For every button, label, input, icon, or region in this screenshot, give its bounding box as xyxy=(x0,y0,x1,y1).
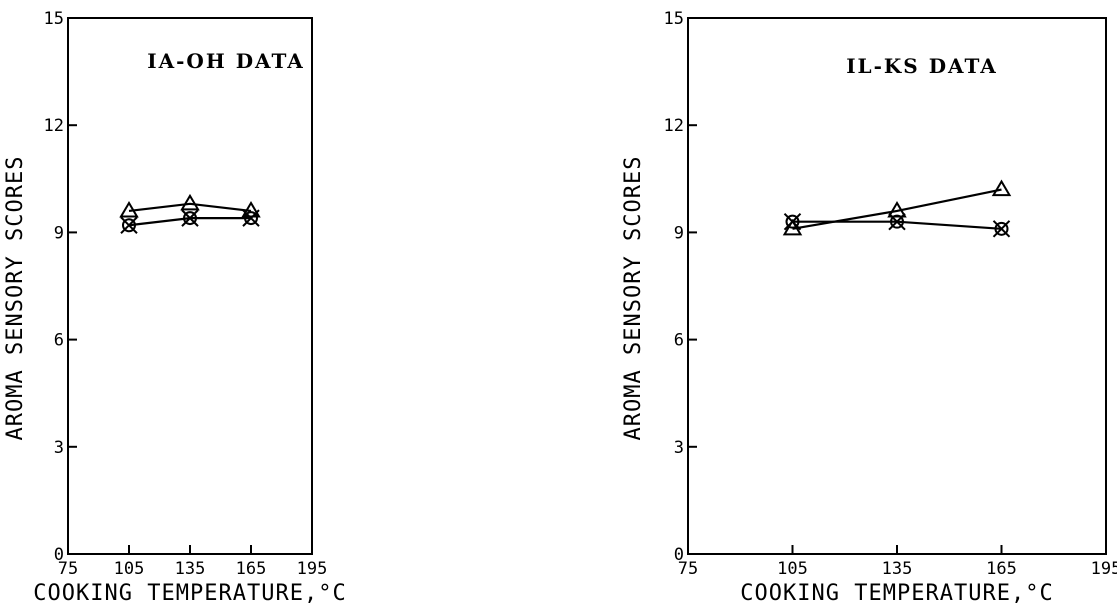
marker-cross-b xyxy=(120,216,138,234)
data-point-x-circle xyxy=(888,212,906,231)
chart-panel-il-ks: 0 3 6 9 12 15 75 105 135 165 195 COOKING TEMPERATUR… xyxy=(621,9,1117,606)
y-tick-label: 6 xyxy=(54,331,64,351)
y-axis-label: AROMA SENSORY SCORES xyxy=(3,156,28,441)
marker-cross-b xyxy=(242,209,260,227)
chart-title: IA-OH DATA xyxy=(147,49,305,73)
y-tick-label: 0 xyxy=(674,545,684,565)
x-tick-label: 195 xyxy=(297,559,328,579)
marker-circle xyxy=(785,214,800,229)
data-point-triangle xyxy=(241,200,261,218)
marker-circle xyxy=(244,211,258,226)
y-tick-label: 9 xyxy=(54,223,64,243)
x-tick-label: 105 xyxy=(777,559,808,579)
x-tick-label: 195 xyxy=(1091,559,1117,579)
marker-cross-b xyxy=(992,220,1011,238)
x-axis-label: COOKING TEMPERATURE,°C xyxy=(33,581,346,606)
data-point-x-circle xyxy=(992,220,1011,238)
y-tick-label: 15 xyxy=(664,9,684,29)
marker-circle xyxy=(183,211,197,226)
data-point-triangle xyxy=(991,179,1012,197)
marker-cross-b xyxy=(888,212,906,231)
plot-frame xyxy=(67,17,313,555)
x-axis-label: COOKING TEMPERATURE,°C xyxy=(740,581,1053,606)
x-tick-label: 75 xyxy=(678,559,698,579)
data-point-triangle xyxy=(119,200,139,218)
x-tick-label: 135 xyxy=(175,559,206,579)
series-line-triangle xyxy=(128,202,252,213)
y-tick-label: 12 xyxy=(44,116,64,136)
marker-cross-b xyxy=(181,209,199,227)
y-tick-label: 3 xyxy=(674,438,684,458)
x-tick-label: 105 xyxy=(114,559,145,579)
y-tick-label: 9 xyxy=(674,223,684,243)
data-point-triangle xyxy=(180,193,200,211)
y-tick-label: 15 xyxy=(44,9,64,29)
y-tick-label: 6 xyxy=(674,331,684,351)
data-point-x-circle xyxy=(242,209,260,227)
y-tick-label: 0 xyxy=(54,545,64,565)
y-tick-label: 12 xyxy=(664,116,684,136)
x-tick-label: 165 xyxy=(236,559,267,579)
marker-circle xyxy=(122,218,136,233)
data-point-triangle xyxy=(782,218,803,236)
data-point-x-circle xyxy=(783,212,802,231)
marker-circle xyxy=(890,214,904,229)
x-tick-label: 135 xyxy=(882,559,913,579)
x-tick-label: 165 xyxy=(986,559,1017,579)
data-point-x-circle xyxy=(120,216,138,234)
marker-cross-b xyxy=(783,212,802,231)
y-tick-label: 3 xyxy=(54,438,64,458)
chart-title: IL-KS DATA xyxy=(846,54,998,78)
series-line-triangle xyxy=(792,188,1002,230)
marker-circle xyxy=(994,221,1009,236)
data-point-x-circle xyxy=(181,209,199,227)
y-axis-label: AROMA SENSORY SCORES xyxy=(621,156,646,441)
x-tick-label: 75 xyxy=(58,559,78,579)
plot-frame xyxy=(687,17,1107,555)
